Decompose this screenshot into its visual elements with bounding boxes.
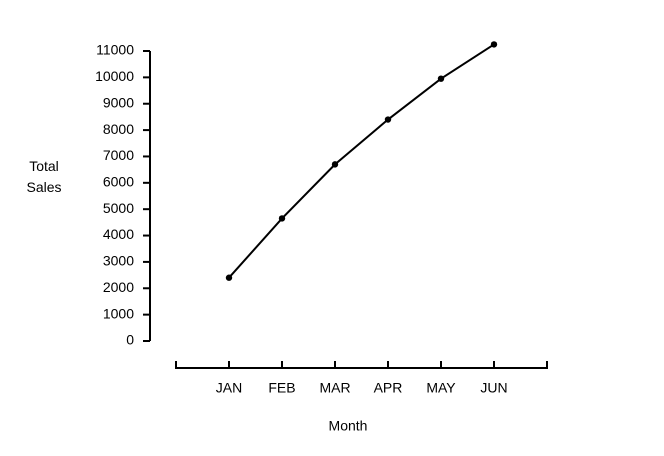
x-tick-label: MAY bbox=[426, 380, 456, 396]
data-point bbox=[384, 116, 392, 123]
data-point bbox=[278, 215, 286, 222]
data-point bbox=[490, 41, 498, 48]
x-tick-label: MAR bbox=[319, 380, 350, 396]
y-tick-label: 3000 bbox=[103, 253, 134, 269]
y-tick-label: 10000 bbox=[95, 68, 134, 84]
x-tick-label: APR bbox=[374, 380, 403, 396]
y-tick-label: 8000 bbox=[103, 121, 134, 137]
y-tick-label: 4000 bbox=[103, 226, 134, 242]
y-tick-label: 7000 bbox=[103, 147, 134, 163]
x-tick-label: FEB bbox=[268, 380, 295, 396]
data-point bbox=[331, 161, 339, 168]
y-tick-label: 11000 bbox=[96, 42, 134, 58]
y-tick-label: 0 bbox=[126, 332, 134, 348]
y-tick-label: 1000 bbox=[103, 305, 134, 321]
x-axis-label: Month bbox=[329, 418, 368, 434]
data-line bbox=[228, 43, 495, 279]
data-point bbox=[225, 274, 233, 281]
y-tick-label: 2000 bbox=[103, 279, 134, 295]
y-tick-label: 6000 bbox=[103, 174, 134, 190]
x-tick-label: JUN bbox=[480, 380, 507, 396]
y-tick-label: 9000 bbox=[103, 94, 134, 110]
y-axis-label: Total Sales bbox=[26, 158, 62, 195]
data-point bbox=[437, 75, 445, 82]
x-tick-label: JAN bbox=[216, 380, 242, 396]
y-tick-label: 5000 bbox=[103, 200, 134, 216]
